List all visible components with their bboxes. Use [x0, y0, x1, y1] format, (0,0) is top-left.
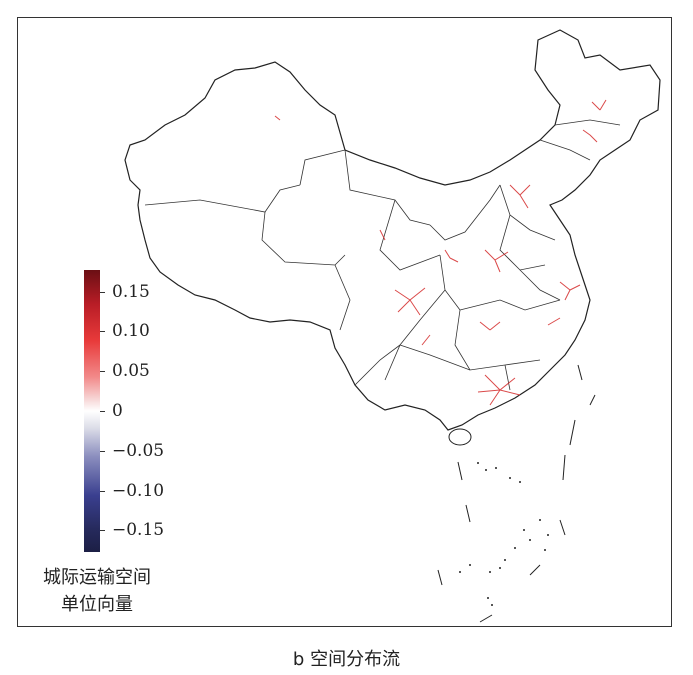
map-frame — [17, 17, 672, 627]
colorbar-tick — [100, 292, 105, 293]
colorbar-tick-label: 0.10 — [112, 321, 150, 341]
colorbar-tick — [100, 491, 105, 492]
colorbar-tick-label: −0.10 — [112, 481, 165, 501]
flow-vectors — [274, 99, 607, 406]
colorbar-tick-label: 0 — [112, 401, 123, 421]
colorbar-tick-label: −0.05 — [112, 441, 165, 461]
legend-title-line2: 单位向量 — [61, 594, 133, 615]
colorbar-tick — [100, 331, 105, 332]
colorbar-tick — [100, 451, 105, 452]
island-dots — [459, 462, 549, 606]
figure-caption: b 空间分布流 — [292, 649, 401, 670]
province-boundaries — [144, 119, 621, 391]
colorbar — [84, 270, 100, 552]
legend-title-line1: 城际运输空间 — [43, 567, 151, 588]
country-outline — [124, 29, 661, 431]
colorbar-tick — [100, 530, 105, 531]
islands — [437, 364, 596, 623]
colorbar-tick — [100, 371, 105, 372]
colorbar-tick-label: 0.15 — [112, 282, 150, 302]
colorbar-tick — [100, 411, 105, 412]
colorbar-tick-label: −0.15 — [112, 520, 165, 540]
colorbar-tick-label: 0.05 — [112, 361, 150, 381]
